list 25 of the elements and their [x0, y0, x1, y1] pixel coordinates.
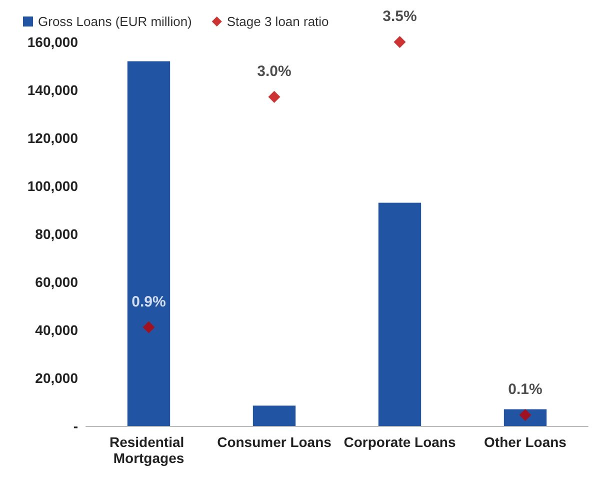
bar [252, 406, 296, 426]
y-tick-label: 20,000 [35, 370, 78, 386]
x-tick-label: Consumer Loans [217, 434, 332, 450]
point [142, 321, 155, 334]
data-label: 0.9% [132, 293, 166, 310]
y-tick-label: 60,000 [35, 274, 78, 290]
y-tick-label: 100,000 [27, 178, 78, 194]
y-tick-label: - [73, 418, 78, 434]
y-tick-label: 140,000 [27, 82, 78, 98]
x-tick-label: Corporate Loans [344, 434, 456, 450]
data-label: 3.0% [257, 62, 292, 80]
data-label: 0.1% [508, 381, 542, 398]
y-tick-label: 160,000 [27, 34, 78, 50]
bar [378, 202, 422, 426]
y-tick-label: 120,000 [27, 130, 78, 146]
point [394, 36, 406, 48]
data-label: 3.5% [382, 8, 417, 25]
y-tick-label: 40,000 [35, 322, 78, 338]
x-tick-label: Residential Mortgages [109, 434, 188, 466]
legend-label: Gross Loans (EUR million) [38, 14, 192, 29]
y-tick-label: 80,000 [35, 226, 78, 242]
bar [127, 61, 170, 426]
x-tick-label: Other Loans [484, 434, 567, 450]
legend-label: Stage 3 loan ratio [226, 14, 329, 29]
point [268, 90, 280, 103]
